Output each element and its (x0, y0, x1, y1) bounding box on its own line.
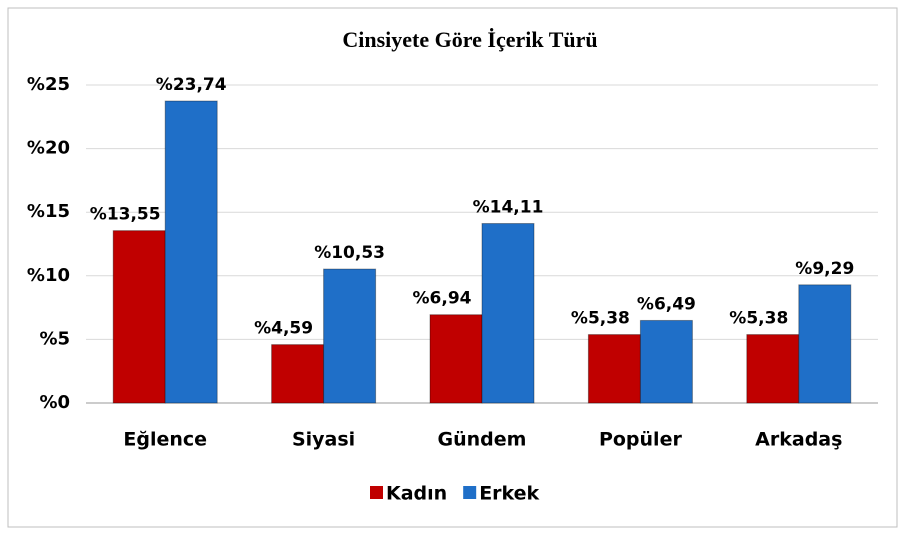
legend-label: Kadın (386, 483, 447, 505)
value-label: %5,38 (729, 309, 788, 329)
legend-swatch (370, 486, 383, 499)
value-label: %23,74 (156, 75, 227, 95)
x-tick-label: Arkadaş (755, 429, 842, 451)
bar (164, 100, 218, 404)
x-tick-label: Siyasi (292, 429, 355, 451)
y-tick-label: %0 (39, 392, 70, 413)
bar (798, 284, 852, 404)
y-tick-label: %5 (39, 328, 70, 349)
x-tick-label: Popüler (599, 429, 683, 451)
bar (481, 223, 535, 404)
value-label: %9,29 (795, 259, 854, 279)
value-label: %10,53 (314, 243, 385, 263)
y-tick-label: %15 (27, 201, 70, 222)
legend-label: Erkek (479, 483, 539, 505)
value-label: %6,94 (413, 289, 472, 309)
y-tick-label: %20 (27, 138, 70, 159)
chart-title: Cinsiyete Göre İçerik Türü (342, 27, 597, 52)
bar (429, 314, 483, 404)
value-label: %5,38 (571, 309, 630, 329)
x-tick-label: Gündem (438, 429, 527, 451)
bar (323, 268, 377, 404)
x-tick-label: Eğlence (123, 429, 207, 451)
value-label: %13,55 (90, 205, 161, 225)
value-label: %4,59 (254, 319, 313, 339)
bar (112, 230, 166, 404)
value-label: %6,49 (637, 294, 696, 314)
legend-swatch (463, 486, 477, 499)
y-tick-label: %25 (27, 74, 70, 95)
bar (587, 334, 641, 404)
bar (746, 334, 800, 404)
value-label: %14,11 (473, 198, 544, 218)
bar (271, 344, 325, 404)
y-tick-label: %10 (27, 265, 70, 286)
bar (639, 319, 693, 404)
